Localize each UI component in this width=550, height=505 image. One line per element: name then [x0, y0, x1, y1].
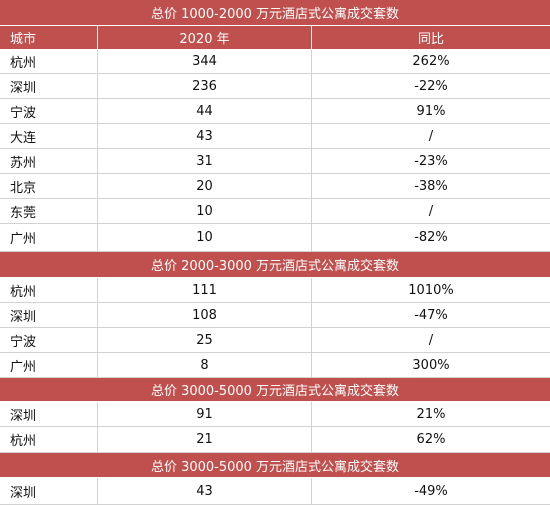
table-row: 东莞 10 / [0, 199, 550, 224]
yoy-cell: / [428, 203, 434, 219]
yoy-cell: -23% [414, 153, 448, 169]
section-title-text: 总价 3000-5000 万元酒店式公寓成交套数 [150, 459, 400, 475]
count-cell: 10 [98, 224, 312, 251]
city-cell: 深圳 [0, 303, 98, 327]
yoy-cell: / [428, 332, 434, 348]
column-header-row: 城市 2020 年 同比 [0, 26, 550, 50]
header-change: 同比 [417, 32, 444, 47]
yoy-cell: 91% [416, 103, 446, 119]
yoy-cell: -47% [414, 307, 448, 323]
city-cell: 宁波 [0, 99, 98, 123]
table-row: 大连 43 / [0, 124, 550, 149]
table-row: 宁波 44 91% [0, 99, 550, 124]
count-cell: 111 [98, 278, 312, 302]
city-cell: 杭州 [0, 50, 98, 73]
count-cell: 10 [98, 199, 312, 223]
table-row: 深圳 236 -22% [0, 74, 550, 99]
count-cell: 236 [98, 74, 312, 98]
yoy-cell: 262% [412, 54, 450, 69]
table-row: 深圳 91 21% [0, 402, 550, 427]
city-cell: 宁波 [0, 328, 98, 352]
city-cell: 杭州 [0, 278, 98, 302]
city-cell: 北京 [0, 174, 98, 198]
table-row: 北京 20 -38% [0, 174, 550, 199]
section-title-text: 总价 2000-3000 万元酒店式公寓成交套数 [150, 259, 400, 274]
city-cell: 杭州 [0, 427, 98, 452]
yoy-cell: -22% [414, 78, 448, 94]
table-row: 深圳 43 -49% [0, 478, 550, 505]
city-cell: 大连 [0, 124, 98, 148]
section-title-text: 总价 1000-2000 万元酒店式公寓成交套数 [150, 7, 400, 22]
table-row: 广州 10 -82% [0, 224, 550, 252]
count-cell: 43 [98, 478, 312, 504]
yoy-cell: -38% [414, 178, 448, 194]
table-row: 广州 8 300% [0, 353, 550, 378]
city-cell: 广州 [0, 224, 98, 251]
count-cell: 344 [98, 50, 312, 73]
section-title: 总价 3000-5000 万元酒店式公寓成交套数 [0, 453, 550, 478]
count-cell: 43 [98, 124, 312, 148]
yoy-cell: -82% [414, 230, 448, 245]
count-cell: 20 [98, 174, 312, 198]
section-title: 总价 2000-3000 万元酒店式公寓成交套数 [0, 252, 550, 278]
table-row: 杭州 21 62% [0, 427, 550, 453]
count-cell: 108 [98, 303, 312, 327]
section-title: 总价 1000-2000 万元酒店式公寓成交套数 [0, 0, 550, 26]
table-row: 杭州 344 262% [0, 50, 550, 74]
table-row: 宁波 25 / [0, 328, 550, 353]
yoy-cell: 62% [416, 432, 446, 447]
yoy-cell: 21% [416, 406, 446, 422]
city-cell: 广州 [0, 353, 98, 377]
section-title-text: 总价 3000-5000 万元酒店式公寓成交套数 [150, 384, 400, 399]
table-row: 杭州 111 1010% [0, 278, 550, 303]
city-cell: 深圳 [0, 478, 98, 504]
yoy-cell: 1010% [408, 282, 454, 298]
header-year: 2020 年 [98, 26, 312, 49]
city-cell: 深圳 [0, 74, 98, 98]
city-cell: 东莞 [0, 199, 98, 223]
section-title: 总价 3000-5000 万元酒店式公寓成交套数 [0, 378, 550, 402]
count-cell: 44 [98, 99, 312, 123]
count-cell: 25 [98, 328, 312, 352]
city-cell: 苏州 [0, 149, 98, 173]
count-cell: 8 [98, 353, 312, 377]
table-row: 苏州 31 -23% [0, 149, 550, 174]
table-row: 深圳 108 -47% [0, 303, 550, 328]
yoy-cell: -49% [414, 483, 448, 499]
count-cell: 31 [98, 149, 312, 173]
count-cell: 91 [98, 402, 312, 426]
header-city: 城市 [0, 26, 98, 49]
count-cell: 21 [98, 427, 312, 452]
yoy-cell: 300% [412, 357, 450, 373]
yoy-cell: / [428, 128, 434, 144]
city-cell: 深圳 [0, 402, 98, 426]
